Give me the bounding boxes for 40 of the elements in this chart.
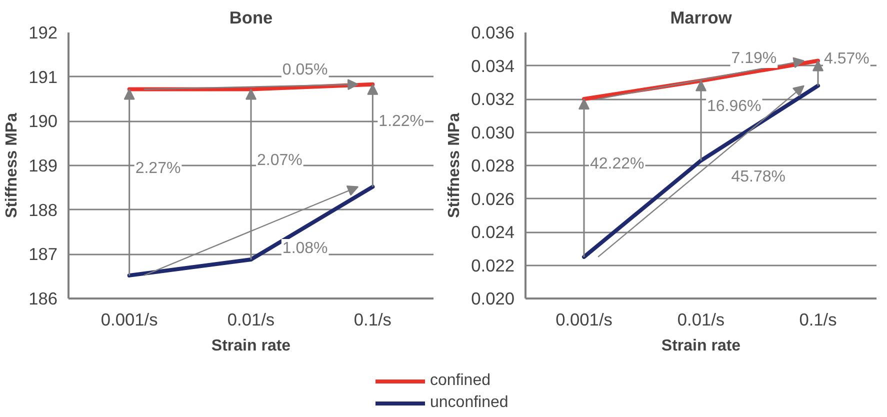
y-tick-label: 0.034	[471, 56, 515, 76]
y-tick-label: 188	[28, 200, 58, 220]
y-axis-title: Stiffness MPa	[446, 112, 464, 218]
y-tick-label: 189	[28, 156, 58, 176]
y-tick-label: 187	[28, 244, 58, 264]
annotation: 16.96%	[707, 98, 762, 116]
x-tick-label: 0.001/s	[556, 310, 613, 330]
y-tick-label: 0.020	[471, 288, 515, 308]
legend-label: confined	[430, 372, 490, 390]
annotation: 42.22%	[590, 155, 644, 172]
y-axis-title: Stiffness MPa	[4, 112, 21, 218]
y-tick-label: 0.026	[471, 188, 515, 209]
annotation: 1.22%	[378, 113, 424, 130]
x-tick-label: 0.001/s	[100, 310, 158, 330]
y-tick-label: 192	[28, 22, 58, 42]
annotation: 7.19%	[731, 50, 777, 67]
annotation: 2.27%	[135, 160, 181, 177]
x-axis-title: Strain rate	[661, 338, 741, 354]
y-tick-label: 0.028	[471, 156, 515, 176]
y-tick-label: 0.036	[471, 22, 515, 42]
x-tick-label: 0.1/s	[799, 310, 838, 330]
annotation: 4.57%	[824, 50, 870, 68]
x-tick-label: 0.01/s	[227, 310, 275, 330]
x-tick-label: 0.1/s	[354, 310, 392, 330]
x-axis-title: Strain rate	[211, 338, 291, 354]
y-tick-label: 186	[28, 288, 58, 308]
annotation: 0.05%	[282, 62, 328, 79]
y-tick-label: 0.022	[471, 255, 515, 276]
x-tick-label: 0.01/s	[677, 310, 725, 330]
y-tick-label: 191	[28, 66, 58, 87]
annotation: 1.08%	[282, 240, 328, 258]
chart-title: Bone	[229, 8, 274, 28]
y-tick-label: 0.032	[471, 89, 515, 109]
legend-label: unconfined	[430, 394, 508, 412]
chart-title: Marrow	[670, 8, 732, 28]
annotation: 45.78%	[731, 168, 786, 186]
y-tick-label: 190	[28, 111, 58, 132]
y-tick-label: 0.024	[471, 222, 515, 242]
annotation: 2.07%	[257, 152, 302, 169]
y-tick-label: 0.030	[471, 122, 515, 142]
